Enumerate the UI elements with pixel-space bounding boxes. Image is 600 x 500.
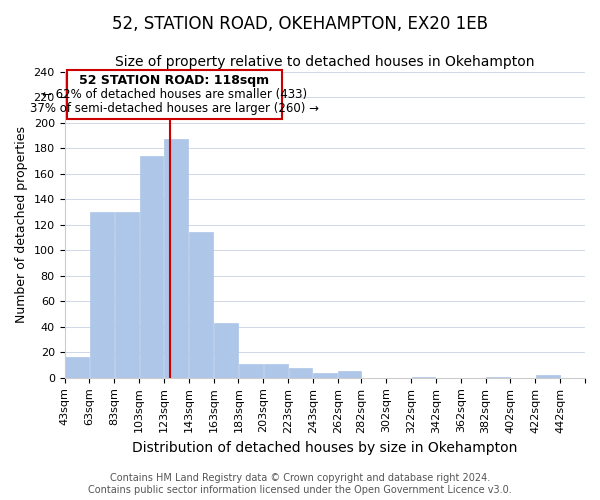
Text: 52 STATION ROAD: 118sqm: 52 STATION ROAD: 118sqm <box>79 74 269 87</box>
Text: Contains HM Land Registry data © Crown copyright and database right 2024.
Contai: Contains HM Land Registry data © Crown c… <box>88 474 512 495</box>
Bar <box>289 368 313 378</box>
Bar <box>115 212 139 378</box>
Bar <box>264 364 287 378</box>
Bar <box>164 139 188 378</box>
Bar <box>90 212 114 378</box>
Bar <box>338 372 361 378</box>
Bar <box>140 156 163 378</box>
Bar <box>412 376 436 378</box>
Bar <box>486 376 510 378</box>
Bar <box>313 372 337 378</box>
Text: ← 62% of detached houses are smaller (433): ← 62% of detached houses are smaller (43… <box>42 88 307 101</box>
Text: 37% of semi-detached houses are larger (260) →: 37% of semi-detached houses are larger (… <box>30 102 319 115</box>
Bar <box>536 376 560 378</box>
Bar <box>189 232 213 378</box>
Bar <box>239 364 263 378</box>
Y-axis label: Number of detached properties: Number of detached properties <box>15 126 28 323</box>
Title: Size of property relative to detached houses in Okehampton: Size of property relative to detached ho… <box>115 55 535 69</box>
Bar <box>214 323 238 378</box>
FancyBboxPatch shape <box>67 70 282 119</box>
Text: 52, STATION ROAD, OKEHAMPTON, EX20 1EB: 52, STATION ROAD, OKEHAMPTON, EX20 1EB <box>112 15 488 33</box>
Bar <box>65 358 89 378</box>
X-axis label: Distribution of detached houses by size in Okehampton: Distribution of detached houses by size … <box>132 441 517 455</box>
